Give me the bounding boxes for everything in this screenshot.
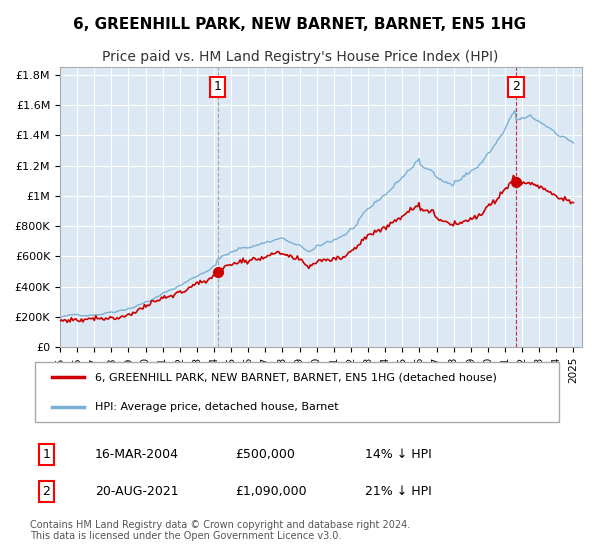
Text: 16-MAR-2004: 16-MAR-2004	[95, 448, 179, 461]
Text: £500,000: £500,000	[235, 448, 295, 461]
Text: 1: 1	[42, 448, 50, 461]
Text: 6, GREENHILL PARK, NEW BARNET, BARNET, EN5 1HG (detached house): 6, GREENHILL PARK, NEW BARNET, BARNET, E…	[95, 372, 497, 382]
FancyBboxPatch shape	[35, 362, 559, 422]
Text: Contains HM Land Registry data © Crown copyright and database right 2024.
This d: Contains HM Land Registry data © Crown c…	[30, 520, 410, 542]
Text: 2: 2	[512, 80, 520, 94]
Text: 1: 1	[214, 80, 221, 94]
Text: 14% ↓ HPI: 14% ↓ HPI	[365, 448, 431, 461]
Text: 20-AUG-2021: 20-AUG-2021	[95, 485, 178, 498]
Text: £1,090,000: £1,090,000	[235, 485, 307, 498]
Text: 21% ↓ HPI: 21% ↓ HPI	[365, 485, 431, 498]
Text: 6, GREENHILL PARK, NEW BARNET, BARNET, EN5 1HG: 6, GREENHILL PARK, NEW BARNET, BARNET, E…	[73, 17, 527, 32]
Text: HPI: Average price, detached house, Barnet: HPI: Average price, detached house, Barn…	[95, 402, 338, 412]
Text: Price paid vs. HM Land Registry's House Price Index (HPI): Price paid vs. HM Land Registry's House …	[102, 50, 498, 64]
Text: 2: 2	[42, 485, 50, 498]
